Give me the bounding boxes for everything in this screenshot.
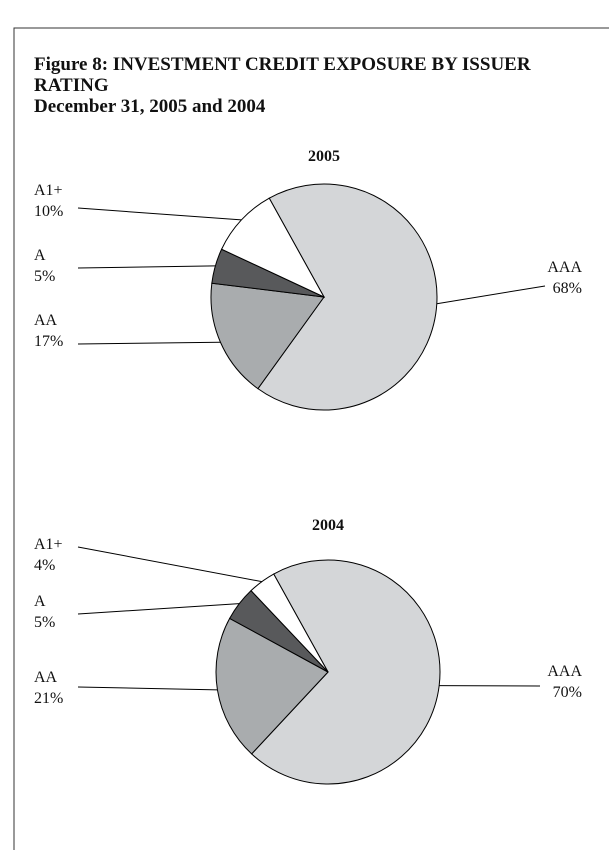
slice-value-label: 68% (553, 280, 582, 297)
pie-title: 2004 (312, 517, 344, 534)
slice-value-label: 4% (34, 557, 55, 574)
figure-title: Figure 8: INVESTMENT CREDIT EXPOSURE BY … (34, 54, 531, 96)
slice-value-label: 17% (34, 333, 63, 350)
slice-value-label: 5% (34, 268, 55, 285)
slice-label: A (34, 593, 46, 610)
slice-value-label: 70% (553, 684, 582, 701)
slice-label: A1+ (34, 536, 63, 553)
leader-line (77, 265, 216, 269)
pie-title: 2005 (308, 148, 340, 165)
pie-slice (220, 197, 326, 299)
leader-line (77, 603, 240, 615)
leader-line (77, 546, 262, 583)
pie-slice (257, 183, 438, 411)
slice-value-label: 5% (34, 614, 55, 631)
slice-label: AAA (547, 663, 582, 680)
leader-line (436, 285, 546, 305)
pie-slice (215, 617, 329, 755)
slice-label: A1+ (34, 182, 63, 199)
slice-label: AA (34, 669, 58, 686)
pie-slice (250, 559, 441, 785)
leader-line (77, 207, 242, 221)
leader-line (77, 686, 218, 691)
slice-label: AA (34, 312, 58, 329)
pie-slice (210, 282, 325, 390)
slice-value-label: 21% (34, 690, 63, 707)
slice-value-label: 10% (34, 203, 63, 220)
slice-label: AAA (547, 259, 582, 276)
figure-subtitle: December 31, 2005 and 2004 (34, 96, 266, 117)
leader-line (77, 341, 221, 345)
title-block: Figure 8: INVESTMENT CREDIT EXPOSURE BY … (34, 54, 574, 117)
title-box: Figure 8: INVESTMENT CREDIT EXPOSURE BY … (34, 54, 574, 117)
slice-label: A (34, 247, 46, 264)
frame (13, 27, 609, 850)
